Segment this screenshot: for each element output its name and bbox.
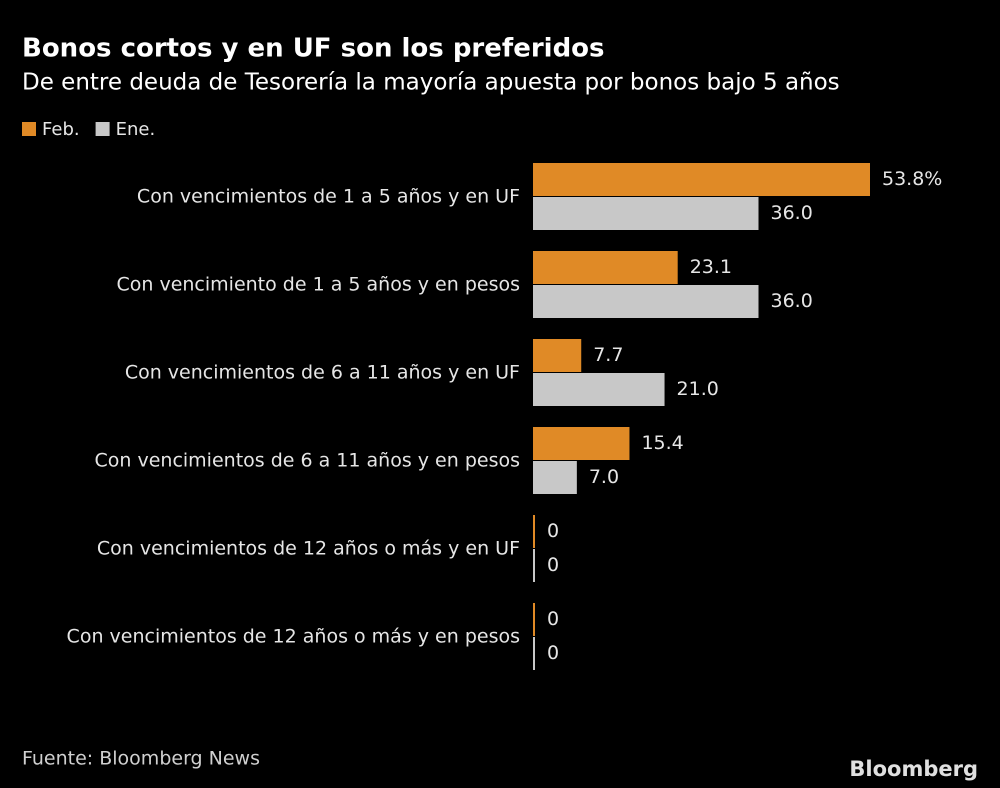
value-label: 53.8% [882,168,942,190]
value-label: 36.0 [771,290,813,312]
value-label: 36.0 [771,202,813,224]
value-label: 23.1 [690,256,732,278]
category-label: Con vencimiento de 1 a 5 años y en pesos [116,274,520,296]
category-label: Con vencimientos de 12 años o más y en U… [97,538,520,560]
value-label: 7.0 [589,466,619,488]
bar [533,285,759,318]
bar [533,515,535,548]
value-label: 21.0 [677,378,719,400]
legend-swatch [22,122,36,136]
value-label: 0 [547,520,559,542]
value-label: 0 [547,642,559,664]
bar [533,637,535,670]
category-label: Con vencimientos de 6 a 11 años y en pes… [95,450,521,472]
bar [533,163,870,196]
bar [533,427,630,460]
chart-subtitle: De entre deuda de Tesorería la mayoría a… [22,70,840,96]
source: Fuente: Bloomberg News [22,748,260,770]
bar [533,603,535,636]
bar [533,197,759,230]
bar [533,461,577,494]
value-label: 15.4 [641,432,683,454]
bar [533,339,582,372]
bar [533,251,678,284]
bar [533,373,665,406]
category-label: Con vencimientos de 6 a 11 años y en UF [125,362,520,384]
brand-logo: Bloomberg [849,757,978,781]
legend-label: Feb. [42,119,80,140]
chart-title: Bonos cortos y en UF son los preferidos [22,34,605,64]
category-label: Con vencimientos de 1 a 5 años y en UF [137,186,520,208]
value-label: 0 [547,554,559,576]
bar [533,549,535,582]
value-label: 0 [547,608,559,630]
legend-label: Ene. [116,119,156,140]
legend-swatch [95,122,110,136]
value-label: 7.7 [593,344,623,366]
category-label: Con vencimientos de 12 años o más y en p… [67,626,520,648]
